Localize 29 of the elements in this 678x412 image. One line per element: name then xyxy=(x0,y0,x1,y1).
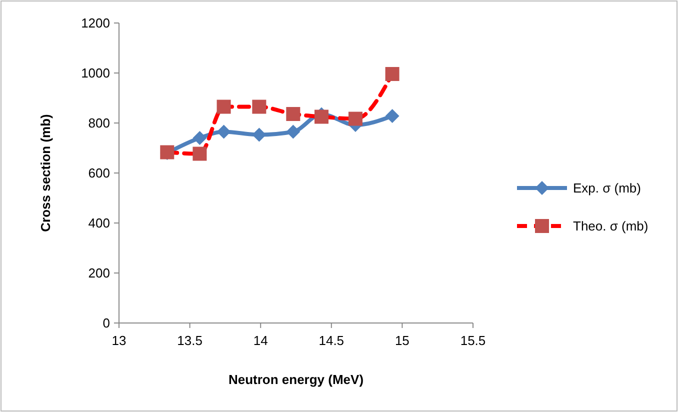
point xyxy=(192,146,207,161)
y-tick-label: 200 xyxy=(88,266,110,281)
point xyxy=(216,124,231,139)
x-tick-label: 14 xyxy=(253,333,268,348)
point xyxy=(286,107,300,121)
y-tick-label: 0 xyxy=(102,316,110,331)
x-tick-label: 15 xyxy=(394,333,410,348)
y-tick-label: 600 xyxy=(88,166,110,181)
point xyxy=(192,131,207,145)
point xyxy=(348,112,362,126)
x-axis-title: Neutron energy (MeV) xyxy=(228,372,364,387)
point xyxy=(286,124,300,139)
x-tick-label: 13.5 xyxy=(177,333,202,348)
point xyxy=(385,67,400,81)
y-tick-label: 1000 xyxy=(81,66,110,81)
point xyxy=(385,109,400,123)
y-tick-label: 800 xyxy=(88,116,110,131)
y-tick-label: 400 xyxy=(88,216,110,231)
point xyxy=(252,128,266,142)
legend-label: Exp. σ (mb) xyxy=(573,180,641,196)
point xyxy=(252,100,266,114)
legend-label: Theo. σ (mb) xyxy=(573,218,648,234)
point xyxy=(314,110,328,124)
x-tick-label: 13 xyxy=(112,333,126,348)
x-tick-label: 14.5 xyxy=(318,333,344,348)
y-tick-label: 1200 xyxy=(81,16,110,31)
point xyxy=(216,100,231,114)
x-tick-label: 15.5 xyxy=(460,333,486,348)
y-axis-title: Cross section (mb) xyxy=(38,114,53,232)
